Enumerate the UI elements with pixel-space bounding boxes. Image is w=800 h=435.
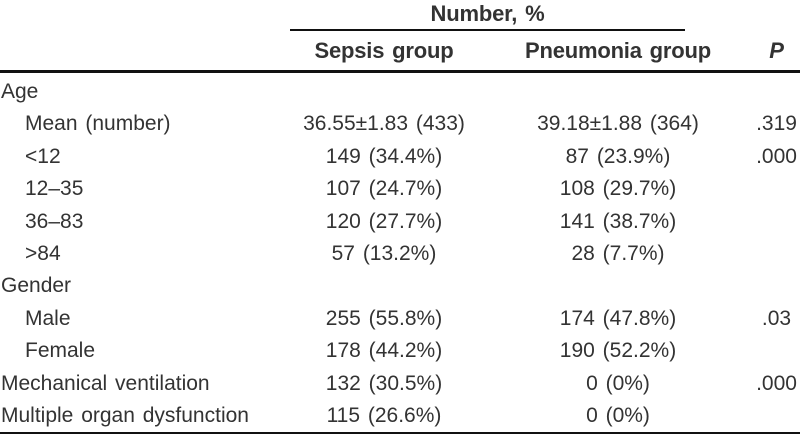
sepsis-value: 178 (44.2%): [325, 339, 443, 363]
p-value: [753, 206, 800, 238]
table-body: Age Mean (number) 36.55±1.83 (433) 39.18…: [0, 73, 800, 435]
table-header-row: Sepsis group Pneumonia group P: [0, 31, 800, 73]
table-row: Age: [0, 76, 800, 108]
table-row: 12–35 107 (24.7%) 108 (29.7%): [0, 173, 800, 205]
p-value: .000: [756, 144, 797, 168]
pneumonia-value: 0 (0%): [586, 403, 650, 427]
row-label: 36–83: [25, 209, 84, 233]
p-value: .000: [756, 371, 797, 395]
row-label: Gender: [1, 274, 72, 298]
table-row: 36–83 120 (27.7%) 141 (38.7%): [0, 206, 800, 238]
pneumonia-value: 87 (23.9%): [565, 144, 671, 168]
spanner-header: Number, %: [290, 0, 685, 31]
table-row: <12 149 (34.4%) 87 (23.9%) .000: [0, 141, 800, 173]
sepsis-value: 132 (30.5%): [325, 371, 443, 395]
sepsis-value: [285, 270, 483, 302]
p-value: [753, 173, 800, 205]
row-label: Female: [25, 339, 96, 363]
col-header-pneumonia-group: Pneumonia group: [524, 38, 711, 63]
pneumonia-value: 190 (52.2%): [559, 339, 677, 363]
row-label: Age: [1, 80, 39, 103]
sepsis-value: 149 (34.4%): [325, 144, 443, 168]
table-row: Mean (number) 36.55±1.83 (433) 39.18±1.8…: [0, 108, 800, 140]
pneumonia-value: [483, 270, 753, 302]
pneumonia-value: 141 (38.7%): [559, 209, 677, 233]
row-label: Multiple organ dysfunction: [1, 403, 249, 427]
p-value: [753, 400, 800, 432]
pneumonia-value: 174 (47.8%): [559, 306, 677, 330]
p-value: [753, 270, 800, 302]
pneumonia-value: 108 (29.7%): [559, 177, 677, 201]
pneumonia-value: 0 (0%): [586, 371, 650, 395]
row-label: Mean (number): [25, 112, 171, 136]
row-label: 12–35: [25, 177, 84, 201]
table-row: Multiple organ dysfunction 115 (26.6%) 0…: [0, 400, 800, 432]
spanner-right-spacer: [685, 0, 800, 31]
sepsis-value: 107 (24.7%): [325, 177, 443, 201]
table-row: Male 255 (55.8%) 174 (47.8%) .03: [0, 303, 800, 335]
spanner-left-spacer: [0, 0, 290, 31]
table-row: Female 178 (44.2%) 190 (52.2%): [0, 335, 800, 367]
table-row: >84 57 (13.2%) 28 (7.7%): [0, 238, 800, 270]
row-label: >84: [25, 241, 61, 265]
table-row: Mechanical ventilation 132 (30.5%) 0 (0%…: [0, 368, 800, 400]
p-value: .319: [756, 112, 797, 136]
sepsis-value: 36.55±1.83 (433): [303, 112, 465, 136]
row-label: Mechanical ventilation: [1, 371, 210, 395]
pneumonia-value: [483, 76, 753, 108]
pneumonia-value: 28 (7.7%): [571, 241, 665, 265]
table-spanner-row: Number, %: [0, 0, 800, 31]
col-header-sepsis-group: Sepsis group: [314, 38, 454, 63]
p-value: .03: [761, 306, 792, 330]
p-value: [753, 335, 800, 367]
sepsis-value: 255 (55.8%): [325, 306, 443, 330]
sepsis-value: [285, 76, 483, 108]
pneumonia-value: 39.18±1.88 (364): [537, 112, 699, 136]
p-value: [753, 238, 800, 270]
sepsis-value: 57 (13.2%): [331, 241, 437, 265]
sepsis-value: 120 (27.7%): [325, 209, 443, 233]
p-value: [753, 76, 800, 108]
row-label: Male: [25, 306, 71, 330]
col-header-p-value: P: [769, 38, 784, 63]
table-row: Gender: [0, 270, 800, 302]
sepsis-value: 115 (26.6%): [326, 403, 442, 427]
row-label: <12: [25, 144, 61, 168]
